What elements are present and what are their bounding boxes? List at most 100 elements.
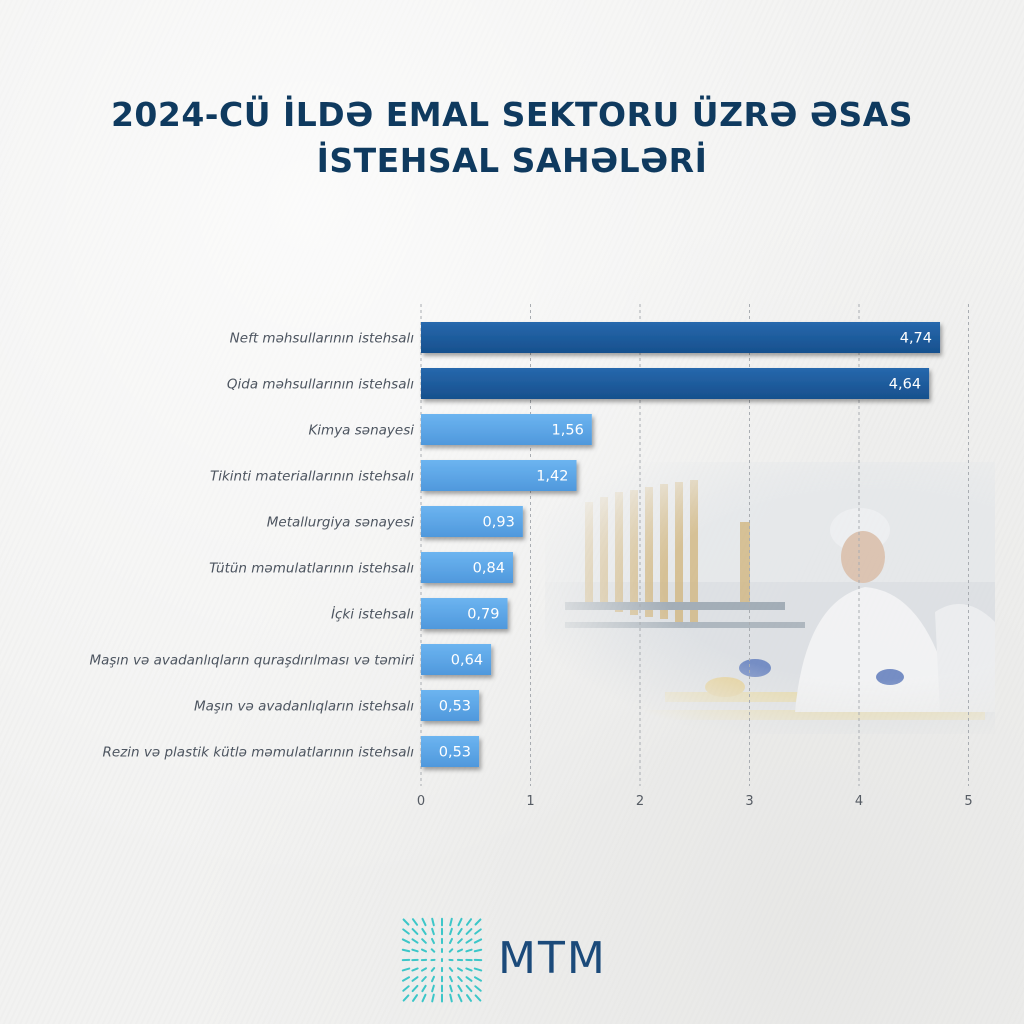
title-line-1: 2024-CÜ İLDƏ EMAL SEKTORU ÜZRƏ ƏSAS <box>110 95 914 134</box>
x-tick-label: 2 <box>636 794 644 809</box>
bar <box>421 690 480 721</box>
logo-ray <box>421 993 427 1003</box>
logo-ray <box>431 993 435 1003</box>
logo-ray <box>449 984 453 993</box>
logo-text: MTM <box>498 933 607 984</box>
logo-ray <box>448 948 454 953</box>
page-title: 2024-CÜ İLDƏ EMAL SEKTORU ÜZRƏ ƏSAS İSTE… <box>0 92 1024 184</box>
logo-ray <box>465 948 473 953</box>
x-tick-label: 5 <box>964 794 972 809</box>
category-label: Tikinti materiallarının istehsalı <box>210 469 414 485</box>
logo-ray <box>465 928 473 935</box>
logo-ray <box>421 984 427 993</box>
x-tick-label: 1 <box>526 794 534 809</box>
logo-ray <box>473 967 483 972</box>
logo-ray <box>411 967 419 972</box>
logo-ray <box>457 938 463 944</box>
value-label: 0,84 <box>473 561 505 577</box>
logo-ray <box>448 937 454 945</box>
value-label: 1,56 <box>552 423 584 439</box>
logo-ray <box>401 948 411 953</box>
logo-ray <box>431 975 435 983</box>
logo-ray <box>465 967 473 972</box>
logo-ray <box>411 984 419 993</box>
bar <box>421 368 930 399</box>
logo-ray <box>473 976 483 982</box>
category-label: Tütün məmulatlarının istehsalı <box>209 561 414 577</box>
category-label: Kimya sənayesi <box>308 423 414 439</box>
x-tick-label: 4 <box>855 794 863 809</box>
value-label: 4,74 <box>900 331 932 347</box>
logo-ray <box>449 993 453 1003</box>
logo-ray <box>421 927 427 936</box>
logo-ray <box>473 948 483 953</box>
bar <box>421 598 508 629</box>
logo-ray <box>457 927 463 936</box>
logo-ray <box>449 917 453 927</box>
logo-ray <box>465 976 473 982</box>
logo-ray <box>421 976 427 982</box>
logo-ray <box>431 984 435 993</box>
mtm-logo: MTM <box>400 915 640 1003</box>
bar <box>421 736 480 767</box>
category-label: Neft məhsullarının istehsalı <box>230 331 415 347</box>
sunburst-grid-icon <box>401 917 483 1003</box>
logo-ray <box>402 994 410 1002</box>
logo-ray <box>474 994 482 1002</box>
value-label: 0,64 <box>451 653 483 669</box>
logo-ray <box>465 984 473 993</box>
logo-ray <box>466 994 472 1002</box>
logo-ray <box>457 967 463 972</box>
value-label: 0,79 <box>467 607 499 623</box>
logo-ray <box>430 948 436 953</box>
logo-ray <box>474 985 482 992</box>
logo-ray <box>421 938 427 944</box>
category-label: Rezin və plastik kütlə məmulatlarının is… <box>103 745 415 761</box>
logo-ray <box>456 948 464 953</box>
factory-worker-photo <box>545 462 995 734</box>
logo-ray <box>402 918 410 926</box>
bar-chart: 0 1 2 3 4 5 Neft məhsullarının istehsalı 4,74 Qi… <box>89 304 973 809</box>
logo-ray <box>449 927 453 936</box>
logo-ray <box>402 928 410 935</box>
logo-ray <box>411 938 419 944</box>
logo-ray <box>421 967 427 972</box>
logo-ray <box>457 917 463 927</box>
bar <box>421 506 523 537</box>
logo-ray <box>473 938 483 944</box>
bar <box>421 414 592 445</box>
logo-ray <box>465 918 473 926</box>
logo-ray <box>474 928 482 935</box>
logo-ray <box>431 927 435 936</box>
logo-ray <box>411 976 419 982</box>
category-label: Maşın və avadanlıqların quraşdırılması v… <box>89 653 414 669</box>
category-label: Metallurgiya sənayesi <box>267 515 414 531</box>
logo-ray <box>420 948 428 953</box>
value-label: 1,42 <box>536 469 568 485</box>
category-label: Maşın və avadanlıqların istehsalı <box>194 699 414 715</box>
logo-ray <box>474 918 482 926</box>
value-label: 0,53 <box>439 745 471 761</box>
title-line-2: İSTEHSAL SAHƏLƏRİ <box>316 141 708 180</box>
logo-ray <box>401 938 411 944</box>
logo-ray <box>411 918 419 926</box>
x-tick-label: 3 <box>745 794 753 809</box>
logo-ray <box>430 967 436 972</box>
logo-ray <box>448 967 454 972</box>
category-label: Qida məhsullarının istehsalı <box>227 377 414 393</box>
logo-ray <box>401 967 411 972</box>
value-label: 0,93 <box>483 515 515 531</box>
logo-ray <box>411 928 419 935</box>
bar <box>421 460 577 491</box>
logo-ray <box>412 994 418 1002</box>
logo-ray <box>402 985 410 992</box>
bar <box>421 644 492 675</box>
logo-ray <box>457 993 463 1003</box>
logo-ray <box>431 917 435 927</box>
value-label: 0,53 <box>439 699 471 715</box>
logo-ray <box>457 976 463 982</box>
logo-ray <box>401 976 411 982</box>
bar <box>421 322 941 353</box>
x-tick-label: 0 <box>417 794 425 809</box>
logo-ray <box>457 984 463 993</box>
